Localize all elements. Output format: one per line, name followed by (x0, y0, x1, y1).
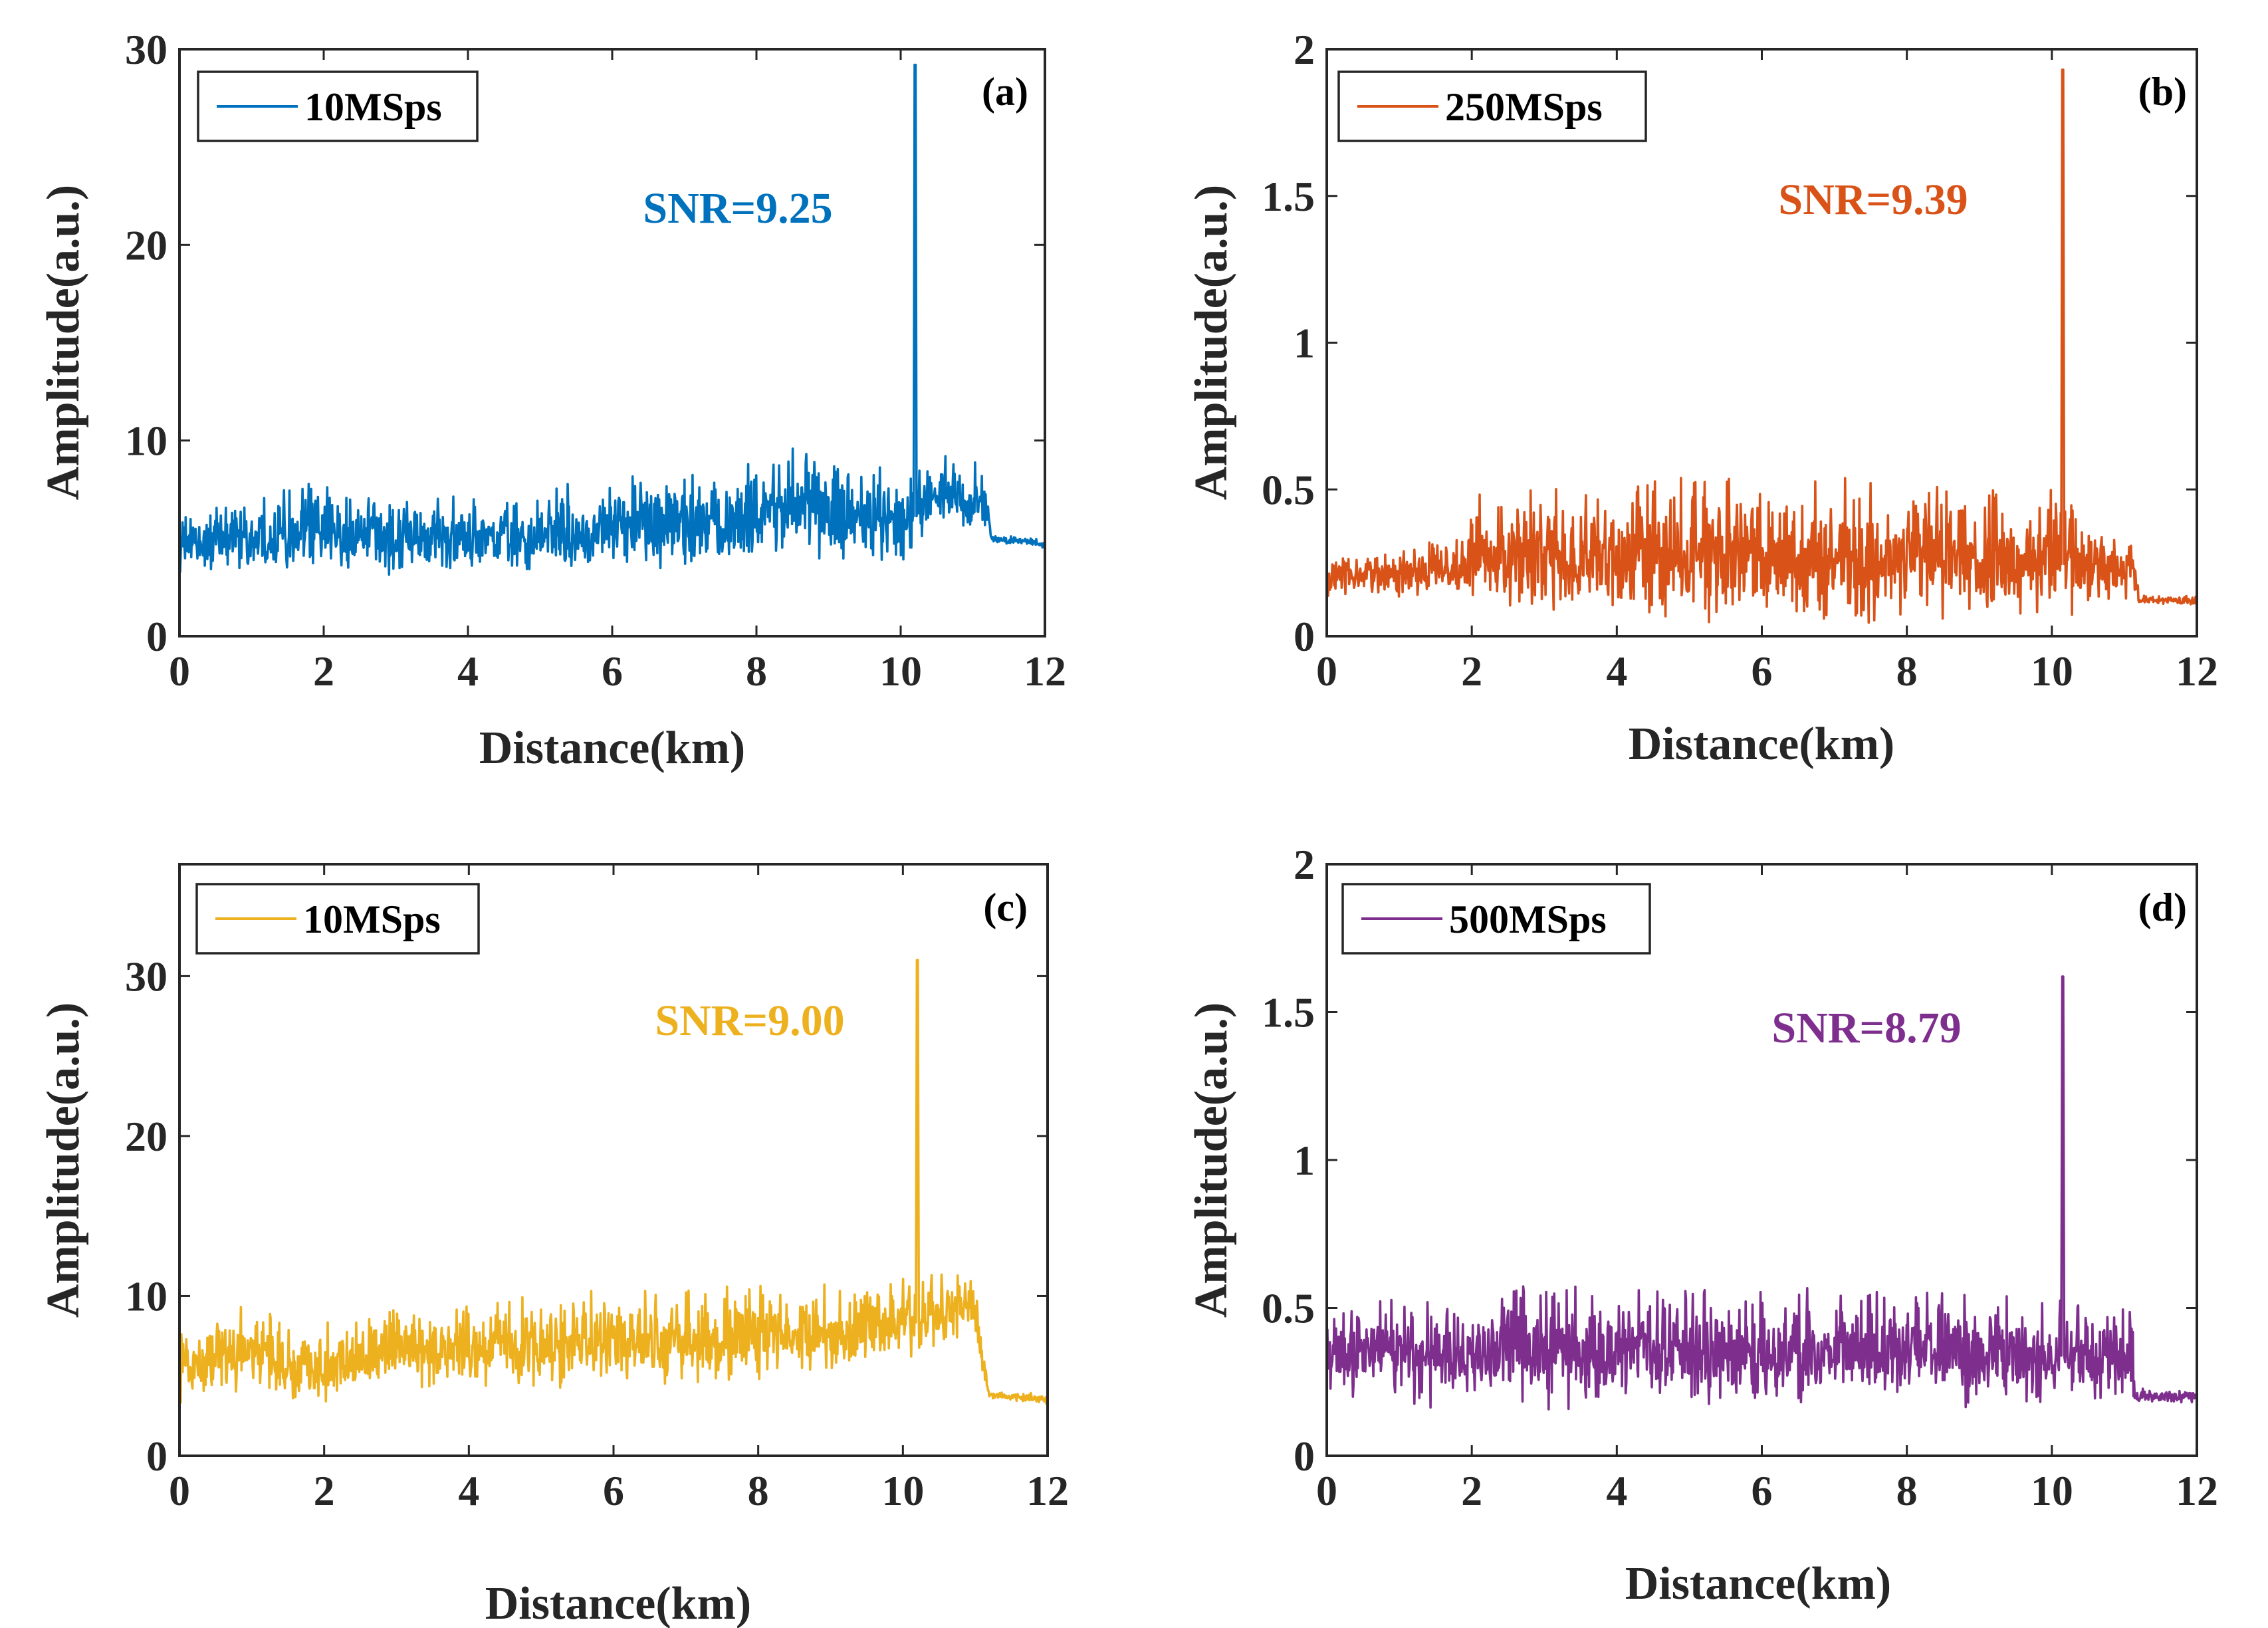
x-tick-label: 12 (2176, 1467, 2218, 1514)
x-axis-label: Distance(km) (1629, 719, 1894, 770)
y-tick-label: 0 (1294, 1433, 1315, 1480)
y-tick-label: 1.5 (1262, 173, 1315, 220)
x-tick-label: 0 (1316, 647, 1337, 695)
x-tick-label: 12 (1024, 647, 1066, 695)
series-line-10MSps (178, 63, 1046, 576)
legend-label: 500MSps (1449, 897, 1607, 941)
y-tick-label: 1 (1294, 320, 1315, 367)
y-tick-label: 1 (1294, 1137, 1315, 1184)
x-tick-label: 8 (1896, 1467, 1918, 1514)
x-axis-label: Distance(km) (485, 1578, 751, 1628)
chart-panel-a: 0 2 4 6 8 10 12 0 10 20 30 Distance(km) Amplitude(a.… (38, 26, 1066, 774)
legend: 500MSps (1341, 883, 1651, 955)
panel-label: (d) (2138, 885, 2187, 929)
panel-label: (a) (982, 70, 1028, 114)
y-tick-label: 10 (125, 1272, 168, 1320)
x-tick-label: 6 (1752, 1467, 1773, 1514)
legend: 10MSps (197, 70, 479, 142)
y-tick-label: 30 (125, 953, 168, 1000)
series-line-500MSps (1325, 975, 2198, 1456)
x-axis-label: Distance(km) (479, 723, 745, 774)
x-tick-label: 2 (1461, 1467, 1482, 1514)
x-tick-label: 2 (1461, 647, 1482, 695)
y-tick-label: 0 (146, 613, 168, 660)
y-tick-label: 20 (125, 221, 168, 269)
chart-panel-d: 0 2 4 6 8 10 12 0 0.5 1 1.5 2 Distance(km) Amplitude(… (1186, 841, 2218, 1609)
y-axis-label: Amplitude(a.u.) (1186, 1002, 1237, 1318)
panel-label: (b) (2138, 70, 2187, 114)
y-axis-label: Amplitude(a.u.) (1186, 185, 1237, 500)
legend-label: 10MSps (303, 897, 441, 941)
legend-label: 250MSps (1445, 85, 1603, 129)
y-tick-label: 10 (125, 417, 168, 465)
x-tick-label: 4 (457, 647, 479, 695)
y-tick-label: 0 (1294, 613, 1315, 660)
x-tick-label: 6 (1752, 647, 1773, 695)
y-tick-label: 2 (1294, 841, 1315, 888)
x-tick-label: 0 (1316, 1467, 1337, 1514)
snr-annotation: SNR=9.00 (655, 996, 844, 1045)
legend-box (197, 70, 479, 142)
x-tick-label: 10 (881, 1467, 924, 1514)
legend: 10MSps (195, 883, 480, 955)
y-axis-label: Amplitude(a.u.) (38, 185, 89, 500)
legend-label: 10MSps (304, 85, 442, 129)
x-tick-label: 8 (746, 647, 767, 695)
y-tick-label: 30 (125, 26, 168, 73)
y-tick-label: 0.5 (1262, 466, 1315, 513)
x-tick-label: 8 (1896, 647, 1918, 695)
x-tick-label: 0 (169, 1467, 190, 1514)
x-tick-label: 4 (1606, 1467, 1627, 1514)
x-tick-label: 8 (748, 1467, 769, 1514)
x-tick-label: 10 (2031, 647, 2073, 695)
x-tick-label: 12 (2176, 647, 2218, 695)
x-tick-label: 2 (314, 1467, 335, 1514)
snr-annotation: SNR=8.79 (1771, 1004, 1961, 1052)
x-axis-label: Distance(km) (1625, 1558, 1891, 1609)
y-tick-label: 1.5 (1262, 989, 1315, 1036)
y-tick-label: 0.5 (1262, 1285, 1315, 1332)
y-tick-label: 20 (125, 1113, 168, 1160)
x-tick-label: 6 (603, 1467, 624, 1514)
y-tick-label: 0 (146, 1433, 168, 1480)
chart-panel-b: 0 2 4 6 8 10 12 0 0.5 1 1.5 2 Distance(km) Amplitude(… (1186, 26, 2218, 770)
x-tick-label: 4 (458, 1467, 479, 1514)
x-tick-label: 2 (313, 647, 334, 695)
x-tick-label: 4 (1606, 647, 1627, 695)
y-tick-label: 2 (1294, 26, 1315, 73)
x-tick-label: 10 (879, 647, 922, 695)
chart-panel-c: 0 2 4 6 8 10 12 0 10 20 30 Distance(km) Amplitude(a.… (38, 863, 1069, 1628)
snr-annotation: SNR=9.39 (1778, 175, 1968, 224)
x-tick-label: 6 (602, 647, 623, 695)
legend: 250MSps (1337, 70, 1647, 142)
snr-annotation: SNR=9.25 (643, 184, 832, 233)
panel-label: (c) (983, 885, 1028, 929)
x-tick-label: 12 (1026, 1467, 1069, 1514)
x-tick-label: 0 (169, 647, 190, 695)
x-tick-label: 10 (2031, 1467, 2073, 1514)
series-line-250MSps (1325, 68, 2198, 636)
y-axis-label: Amplitude(a.u.) (38, 1002, 89, 1318)
series-line-10MSps (178, 959, 1049, 1405)
